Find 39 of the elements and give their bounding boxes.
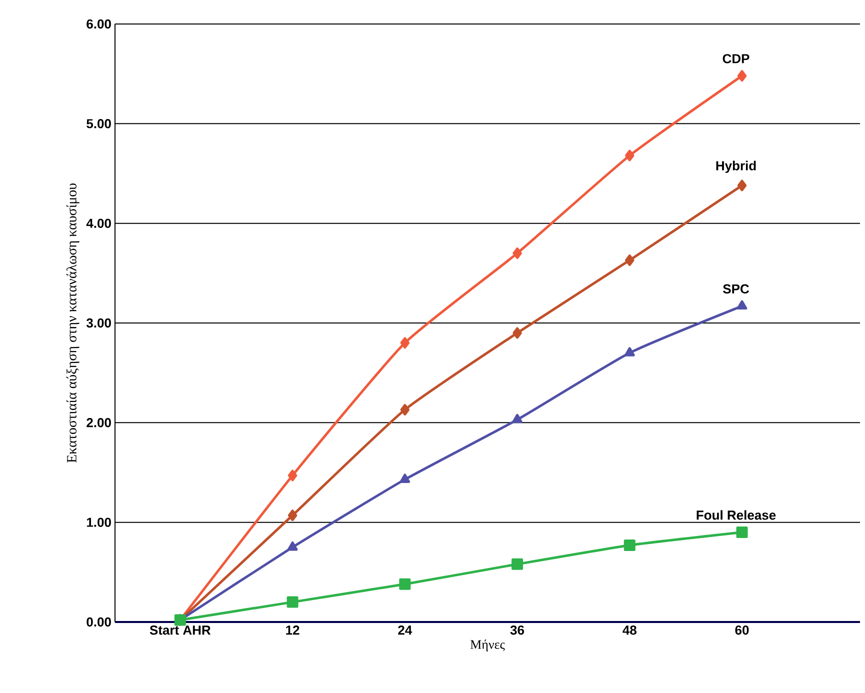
series-label: SPC: [723, 284, 750, 294]
y-tick-label: 3.00: [86, 318, 111, 328]
x-tick-label: Start AHR: [150, 626, 211, 635]
point: [736, 526, 748, 538]
point: [399, 578, 411, 590]
point: [512, 414, 522, 424]
x-tick-label: 24: [398, 626, 412, 635]
point: [625, 254, 634, 266]
x-tick-label: 48: [622, 626, 636, 635]
y-tick-label: 6.00: [86, 19, 111, 29]
x-tick-label: 60: [735, 626, 749, 635]
x-tick-label: 36: [510, 626, 524, 635]
point: [512, 247, 522, 259]
x-tick-label: 12: [286, 626, 300, 635]
point: [400, 404, 410, 416]
point: [288, 510, 298, 522]
point: [736, 300, 748, 310]
point: [400, 474, 410, 483]
point: [512, 327, 522, 339]
point: [288, 470, 298, 482]
point: [624, 347, 635, 356]
point: [625, 150, 634, 162]
point: [737, 70, 747, 82]
y-tick-label: 5.00: [86, 119, 111, 128]
series-label: Foul Release: [696, 510, 776, 520]
point: [624, 539, 636, 551]
y-tick-label: 0.00: [86, 617, 111, 627]
point: [287, 541, 298, 551]
series-label: Hybrid: [716, 160, 756, 173]
x-axis-title: Μήνες: [470, 640, 505, 652]
point: [286, 596, 298, 608]
y-tick-label: 1.00: [86, 518, 111, 527]
y-axis-title: Εκατοστιαία αύξηση στην κατανάλωση καυσίμου: [66, 184, 80, 463]
y-tick-label: 4.00: [86, 218, 111, 228]
point: [737, 180, 747, 192]
point: [512, 558, 524, 570]
y-tick-label: 2.00: [86, 418, 111, 428]
series-label: CDP: [722, 54, 750, 64]
point: [400, 337, 410, 349]
